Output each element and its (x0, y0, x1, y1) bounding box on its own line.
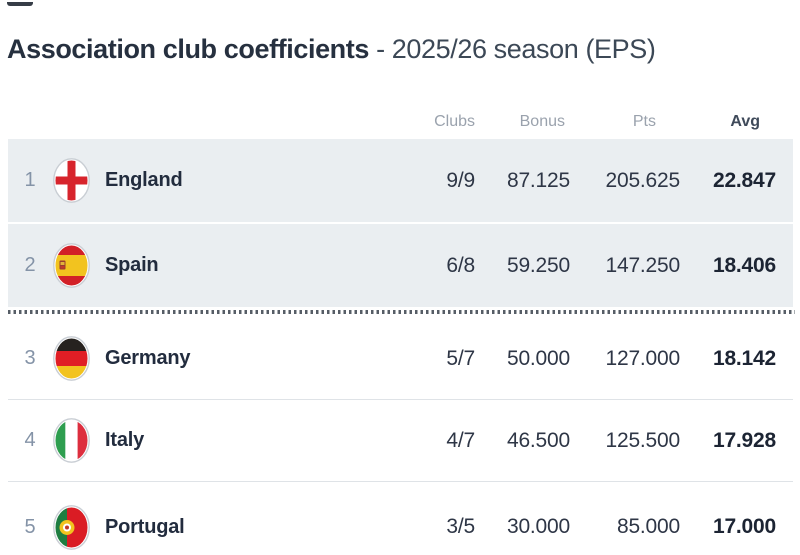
country-name[interactable]: Portugal (105, 515, 185, 538)
cropped-top-edge-artifact (7, 2, 33, 6)
table-row-germany[interactable]: 3 Germany 5/7 50.000 127.000 18.142 (8, 318, 793, 400)
clubs-value: 3/5 (446, 515, 475, 538)
bonus-value: 46.500 (506, 428, 570, 452)
rank-value: 4 (24, 429, 36, 451)
avg-value: 22.847 (712, 168, 776, 192)
dotted-line (8, 310, 795, 314)
pts-value: 127.000 (605, 346, 680, 370)
bonus-value: 59.250 (506, 253, 570, 277)
table-row-portugal[interactable]: 5 Portugal 3/5 30.000 85.000 17.000 (8, 482, 793, 555)
portugal-flag-icon (48, 504, 95, 550)
rank-value: 2 (24, 254, 36, 276)
page-title-main: Association club coefficients (7, 34, 369, 64)
avg-value: 17.928 (712, 428, 776, 452)
country-name[interactable]: Italy (105, 429, 145, 451)
spain-flag-icon (48, 243, 95, 288)
column-header-avg: Avg (730, 113, 760, 130)
table-row-spain[interactable]: 2 Spain 6/8 59.250 147.250 18.406 (8, 224, 793, 307)
bonus-value: 30.000 (506, 515, 570, 538)
rank-value: 3 (24, 347, 36, 369)
bonus-value: 87.125 (506, 168, 570, 192)
clubs-value: 6/8 (446, 253, 475, 277)
avg-value: 18.142 (712, 346, 776, 370)
germany-flag-icon (48, 336, 95, 381)
column-header-pts: Pts (632, 113, 656, 130)
coefficients-table: Clubs Bonus Pts Avg 1 England 9/9 87.125… (8, 105, 795, 555)
country-name[interactable]: England (105, 169, 183, 191)
column-header-clubs: Clubs (434, 113, 475, 130)
rank-value: 5 (24, 515, 36, 538)
table-row-england[interactable]: 1 England 9/9 87.125 205.625 22.847 (8, 139, 793, 222)
clubs-value: 9/9 (446, 168, 475, 192)
country-name[interactable]: Germany (105, 347, 191, 369)
rank-value: 1 (24, 169, 36, 191)
avg-value: 17.000 (712, 515, 776, 538)
bonus-value: 50.000 (506, 346, 570, 370)
page-title-season: - 2025/26 season (EPS) (368, 34, 656, 64)
table-row-italy[interactable]: 4 Italy 4/7 46.500 125.500 17.928 (8, 400, 793, 482)
italy-flag-icon (48, 418, 95, 463)
pts-value: 125.500 (605, 428, 680, 452)
table-header-row: Clubs Bonus Pts Avg (8, 105, 793, 139)
england-flag-icon (48, 158, 95, 203)
country-name[interactable]: Spain (105, 254, 159, 276)
clubs-value: 5/7 (446, 346, 475, 370)
pts-value: 205.625 (605, 168, 680, 192)
clubs-value: 4/7 (446, 428, 475, 452)
page-title: Association club coefficients - 2025/26 … (7, 34, 800, 65)
avg-value: 18.406 (712, 253, 776, 277)
column-header-bonus: Bonus (519, 113, 565, 130)
pts-value: 85.000 (616, 515, 680, 538)
pts-value: 147.250 (605, 253, 680, 277)
qualification-cutoff-separator (8, 307, 795, 318)
